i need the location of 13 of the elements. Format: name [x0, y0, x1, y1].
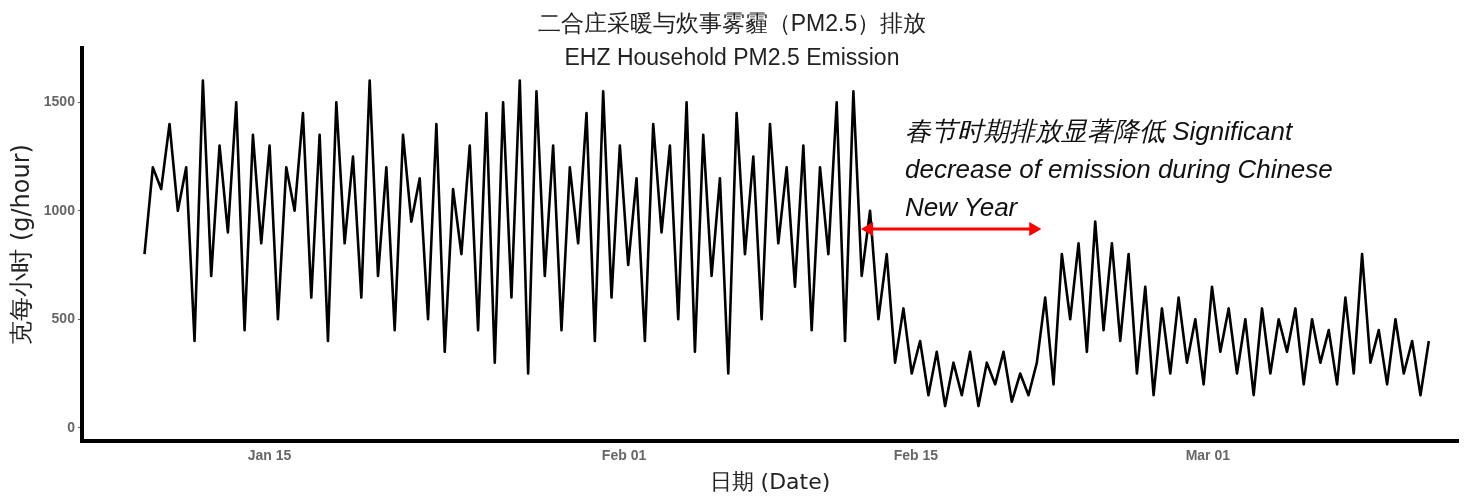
- x-axis-title: 日期 (Date): [709, 468, 831, 494]
- x-tick-label: Jan 15: [247, 447, 292, 464]
- annotation: 春节时期排放显著降低 Significant decrease of emission during Chinese New Year: [905, 115, 1334, 224]
- y-tick-label: 1000: [43, 201, 76, 218]
- y-tick-label: 0: [67, 418, 76, 435]
- x-tick-label: Feb 01: [601, 447, 647, 464]
- x-tick-label: Mar 01: [1185, 447, 1231, 464]
- y-tick-label: 1500: [43, 93, 76, 110]
- y-tick-label: 500: [51, 310, 76, 327]
- x-tick-label: Feb 15: [893, 447, 939, 464]
- chart-title: 二合庄采暖与炊事雾霾（PM2.5）排放: [536, 9, 928, 38]
- y-axis-title: 克每小时 (g/hour): [6, 144, 35, 345]
- chart-subtitle: EHZ Household PM2.5 Emission: [563, 43, 901, 72]
